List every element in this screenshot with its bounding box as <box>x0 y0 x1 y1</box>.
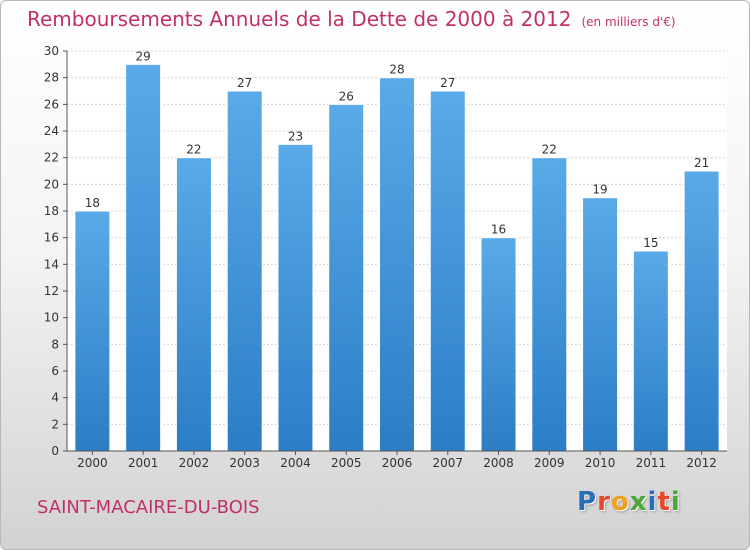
bar-2004[interactable] <box>277 143 314 452</box>
y-tick-label: 24 <box>44 124 59 138</box>
data-label: 19 <box>592 183 607 197</box>
data-label: 22 <box>542 143 557 157</box>
bar-2012[interactable] <box>683 170 720 452</box>
x-tick-label: 2008 <box>483 456 514 470</box>
data-label: 18 <box>85 196 100 210</box>
data-label: 27 <box>237 76 252 90</box>
logo-letter: x <box>629 487 648 517</box>
x-axis: 2000 2001 2002 2003 2004 2005 2006 2007 2008 2009… <box>67 450 727 470</box>
bar-2008[interactable] <box>480 237 517 452</box>
bar-2009[interactable] <box>531 157 568 452</box>
bar-2011[interactable] <box>632 250 669 452</box>
y-tick-label: 10 <box>44 311 59 325</box>
y-tick-label: 26 <box>44 97 59 111</box>
y-tick-label: 16 <box>44 231 59 245</box>
logo-letter: r <box>597 487 611 517</box>
y-tick-label: 14 <box>44 257 59 271</box>
x-tick-label: 2011 <box>636 456 667 470</box>
bar-2001[interactable] <box>125 63 162 452</box>
data-label: 29 <box>136 49 151 63</box>
x-tick-label: 2002 <box>179 456 210 470</box>
bar-2000[interactable] <box>74 210 111 452</box>
x-tick-label: 2004 <box>280 456 311 470</box>
logo-letter: i <box>670 487 681 517</box>
data-label: 22 <box>186 143 201 157</box>
y-tick-label: 4 <box>51 391 59 405</box>
proxiti-logo[interactable]: Proxiti <box>577 487 681 517</box>
y-tick-label: 12 <box>44 284 59 298</box>
x-tick-label: 2003 <box>229 456 260 470</box>
bar-2010[interactable] <box>582 197 619 452</box>
bar-2005[interactable] <box>328 103 365 452</box>
y-tick-label: 20 <box>44 177 59 191</box>
y-tick-label: 18 <box>44 204 59 218</box>
x-tick-label: 2000 <box>77 456 108 470</box>
logo-letter: P <box>577 487 598 517</box>
x-tick-label: 2001 <box>128 456 159 470</box>
y-tick-label: 22 <box>44 151 59 165</box>
x-tick-label: 2012 <box>686 456 717 470</box>
bar-2006[interactable] <box>379 77 415 452</box>
data-label: 23 <box>288 129 303 143</box>
x-tick-label: 2005 <box>331 456 362 470</box>
x-tick-label: 2010 <box>585 456 616 470</box>
logo-letter: o <box>610 487 630 517</box>
chart-title: Remboursements Annuels de la Dette de 20… <box>27 7 676 31</box>
data-label: 21 <box>694 156 709 170</box>
data-label: 26 <box>339 89 354 103</box>
title-unit: (en milliers d'€) <box>581 15 676 29</box>
y-tick-label: 6 <box>51 364 59 378</box>
title-text: Remboursements Annuels de la Dette de 20… <box>27 7 572 31</box>
y-tick-label: 0 <box>51 444 59 458</box>
x-tick-label: 2007 <box>432 456 463 470</box>
data-label: 27 <box>440 76 455 90</box>
bars-group: 18 29 22 27 23 26 28 27 16 22 19 15 21 <box>74 49 720 452</box>
x-tick-label: 2006 <box>382 456 413 470</box>
x-tick-label: 2009 <box>534 456 565 470</box>
logo-letter: t <box>657 487 671 517</box>
bar-2003[interactable] <box>226 90 263 452</box>
bar-2002[interactable] <box>175 157 212 452</box>
y-tick-label: 28 <box>44 71 59 85</box>
bar-2007[interactable] <box>429 90 466 452</box>
data-label: 15 <box>643 236 658 250</box>
data-label: 16 <box>491 223 506 237</box>
y-tick-label: 8 <box>51 337 59 351</box>
commune-name: SAINT-MACAIRE-DU-BOIS <box>37 497 260 518</box>
y-tick-label: 30 <box>44 44 59 58</box>
logo-letter: i <box>647 487 658 517</box>
data-label: 28 <box>389 63 404 77</box>
y-tick-label: 2 <box>51 417 59 431</box>
